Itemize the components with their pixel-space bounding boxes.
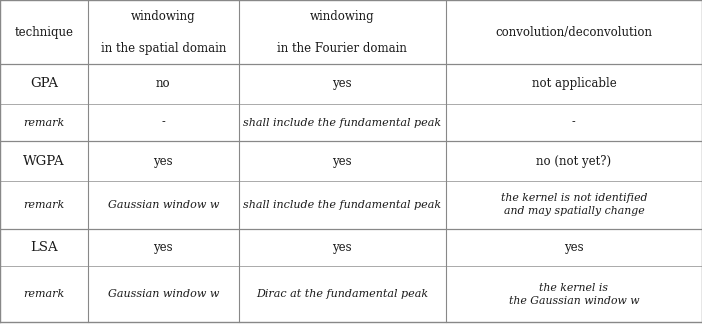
Text: yes: yes: [154, 241, 173, 254]
Text: -: -: [572, 117, 576, 128]
Text: yes: yes: [333, 77, 352, 90]
Text: remark: remark: [23, 200, 65, 210]
Text: LSA: LSA: [30, 241, 58, 254]
Text: GPA: GPA: [30, 77, 58, 90]
Text: shall include the fundamental peak: shall include the fundamental peak: [243, 117, 442, 128]
Text: remark: remark: [23, 117, 65, 128]
Text: technique: technique: [14, 26, 74, 38]
Text: yes: yes: [333, 241, 352, 254]
Text: Gaussian window w: Gaussian window w: [107, 200, 219, 210]
Text: in the Fourier domain: in the Fourier domain: [277, 41, 407, 55]
Text: the kernel is
the Gaussian window w: the kernel is the Gaussian window w: [509, 283, 639, 306]
Text: the kernel is not identified
and may spatially change: the kernel is not identified and may spa…: [501, 193, 647, 216]
Text: yes: yes: [154, 155, 173, 168]
Text: no: no: [156, 77, 171, 90]
Text: yes: yes: [564, 241, 583, 254]
Text: remark: remark: [23, 290, 65, 299]
Text: windowing: windowing: [310, 10, 375, 23]
Text: shall include the fundamental peak: shall include the fundamental peak: [243, 200, 442, 210]
Text: in the spatial domain: in the spatial domain: [100, 41, 226, 55]
Text: -: -: [161, 117, 165, 128]
Text: convolution/deconvolution: convolution/deconvolution: [496, 26, 652, 38]
Text: yes: yes: [333, 155, 352, 168]
Text: not applicable: not applicable: [531, 77, 616, 90]
Text: Dirac at the fundamental peak: Dirac at the fundamental peak: [256, 290, 428, 299]
Text: windowing: windowing: [131, 10, 196, 23]
Text: Gaussian window w: Gaussian window w: [107, 290, 219, 299]
Text: WGPA: WGPA: [23, 155, 65, 168]
Text: no (not yet?): no (not yet?): [536, 155, 611, 168]
